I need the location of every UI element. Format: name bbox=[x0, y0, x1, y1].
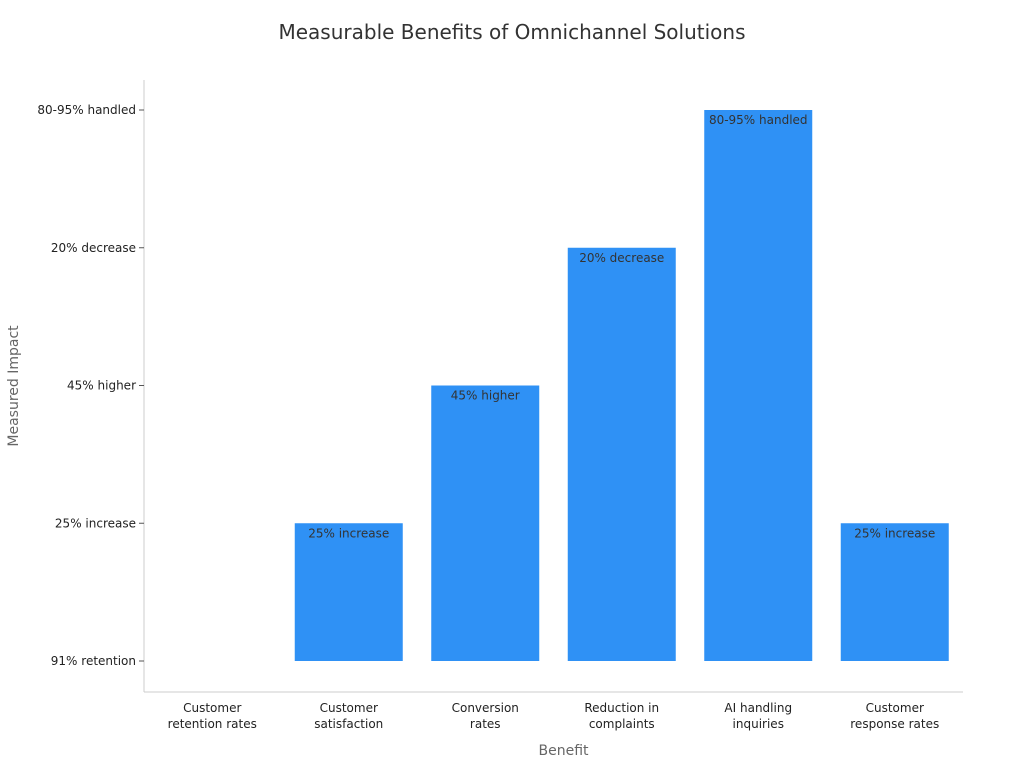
bar bbox=[567, 247, 676, 661]
y-tick-label: 45% higher bbox=[67, 379, 136, 393]
y-tick-label: 25% increase bbox=[55, 516, 136, 530]
chart-title: Measurable Benefits of Omnichannel Solut… bbox=[278, 20, 746, 44]
bar-data-label: 20% decrease bbox=[579, 251, 664, 265]
y-axis-title: Measured Impact bbox=[6, 325, 22, 447]
bar bbox=[840, 523, 949, 661]
x-axis-title: Benefit bbox=[538, 743, 589, 759]
bar-data-label: 25% increase bbox=[854, 526, 935, 540]
bar-data-label: 45% higher bbox=[451, 389, 520, 403]
x-tick-label: Customer response rates bbox=[850, 701, 939, 731]
bar bbox=[294, 523, 403, 661]
x-tick-label: AI handling inquiries bbox=[724, 701, 792, 731]
bar bbox=[704, 110, 813, 661]
bar-data-label: 80-95% handled bbox=[709, 113, 808, 127]
y-tick-label: 91% retention bbox=[51, 654, 136, 668]
y-tick-label: 80-95% handled bbox=[37, 103, 136, 117]
bar bbox=[431, 385, 540, 661]
bar-data-label: 25% increase bbox=[308, 526, 389, 540]
x-tick-label: Customer satisfaction bbox=[314, 701, 383, 731]
x-tick-label: Conversion rates bbox=[452, 701, 519, 731]
y-tick-label: 20% decrease bbox=[51, 241, 136, 255]
x-tick-label: Reduction in complaints bbox=[584, 701, 659, 731]
x-tick-label: Customer retention rates bbox=[168, 701, 257, 731]
